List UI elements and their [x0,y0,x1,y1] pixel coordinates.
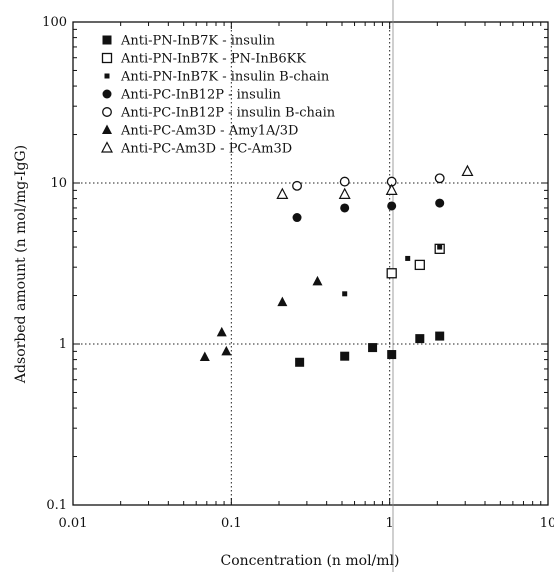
data-point [312,275,323,286]
legend-label: Anti-PC-InB12P - insulin [120,88,282,103]
data-point [405,255,411,261]
data-point [292,180,302,191]
series-anti-pn-inb7k-pn-inb6kk [386,243,445,279]
legend-item: Anti-PC-Am3D - PC-Am3D [101,141,292,157]
legend-label: Anti-PN-InB7K - insulin B-chain [120,70,330,85]
legend-label: Anti-PN-InB7K - insulin [120,34,276,49]
legend-marker [102,107,112,117]
legend-item: Anti-PC-InB12P - insulin [102,88,282,103]
data-point [435,331,445,341]
legend-marker [101,141,113,153]
legend-marker [102,89,112,99]
data-point [292,213,302,223]
y-tick-labels: 0.1 1 10 100 [42,15,67,513]
data-points [199,164,474,367]
reference-lines [73,22,548,505]
data-point [221,345,232,356]
data-point [339,176,350,187]
x-tick-label: 0.01 [59,516,88,531]
axis-ticks [72,21,549,506]
data-point [277,296,288,307]
legend-item: Anti-PN-InB7K - insulin [102,34,276,49]
data-point [368,343,378,353]
x-tick-label: 0.1 [221,516,242,531]
series-anti-pc-inb12p-insulin [292,198,445,223]
y-tick-label: 0.1 [46,498,67,513]
legend-marker [104,73,110,79]
legend-label: Anti-PC-Am3D - PC-Am3D [120,142,292,157]
data-point [386,268,397,279]
x-tick-label: 1 [386,516,394,531]
data-point [387,350,397,360]
legend-label: Anti-PC-InB12P - insulin B-chain [120,106,336,121]
legend-label: Anti-PN-InB7K - PN-InB6KK [120,52,306,67]
legend-marker [102,124,112,134]
x-tick-labels: 0.01 0.1 1 10 [59,516,554,531]
legend-item: Anti-PN-InB7K - PN-InB6KK [101,52,306,67]
y-tick-label: 1 [59,337,67,352]
series-anti-pc-am3d-amy1a-3d [199,275,323,362]
data-point [295,357,305,367]
series-anti-pn-inb7k-insulin [295,331,445,367]
x-tick-label: 10 [540,516,554,531]
data-point [338,187,351,199]
series-anti-pc-inb12p-insulin-b-chain [292,173,445,191]
y-tick-label: 10 [50,176,67,191]
legend-marker [101,52,113,64]
data-point [216,326,227,337]
data-point [276,187,289,199]
legend-item: Anti-PC-Am3D - Amy1A/3D [102,124,298,139]
legend-item: Anti-PC-InB12P - insulin B-chain [102,106,336,121]
data-point [435,198,445,208]
data-point [340,351,350,361]
legend: Anti-PN-InB7K - insulin Anti-PN-InB7K - P… [101,34,336,157]
legend-label: Anti-PC-Am3D - Amy1A/3D [120,124,298,139]
plot-frame [72,21,549,506]
data-point [385,183,398,195]
legend-marker [102,35,112,45]
data-point [415,334,425,344]
data-point [387,201,397,211]
data-point [434,173,445,184]
data-point [437,244,443,250]
y-axis-title: Adsorbed amount (n mol/mg-IgG) [13,145,29,384]
y-tick-label: 100 [42,15,67,30]
series-anti-pc-am3d-pc-am3d [276,164,474,199]
data-point [340,203,350,213]
legend-item: Anti-PN-InB7K - insulin B-chain [104,70,330,85]
data-point [342,291,348,297]
data-point [461,164,474,177]
x-axis-title: Concentration (n mol/ml) [220,553,399,569]
data-point [414,259,425,271]
series-anti-pn-inb7k-insulin-b-chain [342,244,443,297]
data-point [199,351,210,362]
